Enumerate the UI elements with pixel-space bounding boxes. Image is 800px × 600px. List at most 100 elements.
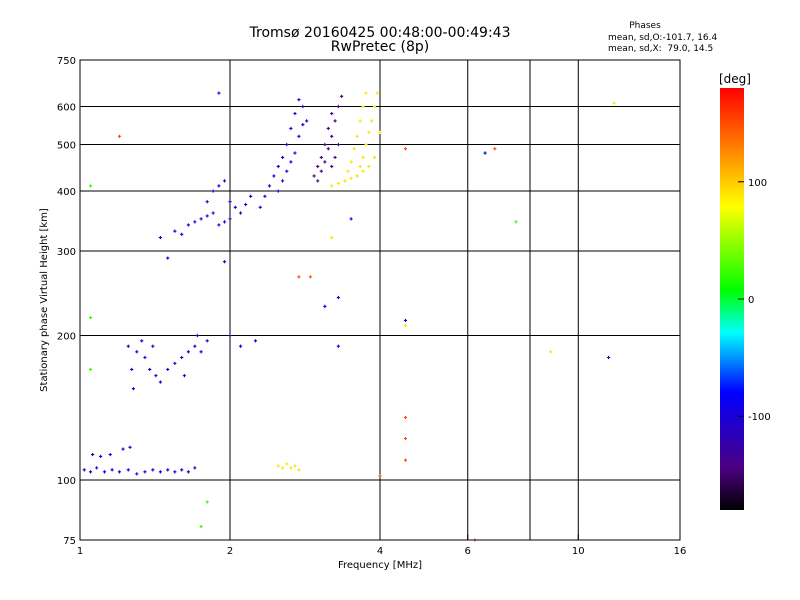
data-point — [323, 160, 327, 164]
data-point — [372, 155, 377, 160]
data-point — [205, 500, 209, 504]
data-point — [143, 355, 147, 360]
data-point — [285, 142, 289, 147]
data-point — [166, 256, 170, 260]
data-point — [199, 350, 203, 354]
data-point — [361, 169, 365, 173]
data-point — [333, 155, 337, 160]
data-point — [289, 160, 293, 164]
data-point — [193, 220, 197, 224]
data-point — [514, 220, 518, 224]
y-tick-label: 200 — [57, 332, 76, 343]
data-point — [375, 91, 379, 95]
data-point — [367, 164, 371, 169]
data-point — [205, 339, 209, 343]
phases-o-stats: mean, sd,O:-101.7, 16.4 — [608, 33, 718, 43]
data-point — [372, 104, 377, 109]
data-point — [249, 194, 253, 198]
data-point — [403, 415, 408, 420]
data-point — [349, 176, 353, 181]
grid-lines — [80, 60, 680, 540]
data-point — [301, 123, 305, 127]
data-point — [323, 304, 327, 308]
data-point — [370, 119, 374, 123]
data-point — [355, 134, 359, 138]
data-point — [205, 214, 209, 218]
data-point — [135, 350, 139, 354]
data-point — [349, 160, 353, 164]
data-point — [88, 367, 93, 372]
x-tick-label: 4 — [377, 546, 383, 557]
data-point — [336, 181, 340, 185]
data-point — [330, 134, 334, 138]
data-point — [367, 130, 371, 134]
phases-heading: Phases — [629, 21, 661, 31]
data-point — [135, 472, 139, 476]
data-point — [364, 142, 368, 147]
data-point — [336, 142, 340, 147]
data-point — [323, 142, 327, 147]
data-point — [297, 275, 301, 279]
data-point — [289, 466, 293, 470]
x-axis-label: Frequency [MHz] — [338, 560, 422, 571]
y-tick-label: 600 — [57, 103, 76, 114]
data-point — [99, 454, 103, 459]
data-point — [102, 470, 107, 474]
data-point — [612, 101, 616, 105]
y-axis-label: Stationary phase Virtual Height [km] — [39, 208, 50, 392]
data-point — [349, 217, 353, 221]
data-point — [293, 464, 297, 468]
data-point — [180, 468, 184, 472]
y-tick-label: 400 — [57, 187, 76, 198]
data-point — [222, 260, 227, 264]
data-point — [378, 474, 382, 478]
data-point — [217, 184, 221, 188]
data-points — [82, 91, 616, 542]
data-point — [263, 194, 267, 198]
data-point — [297, 98, 301, 102]
x-tick-label: 2 — [227, 546, 233, 557]
data-point — [186, 350, 190, 354]
data-point — [289, 126, 293, 131]
data-point — [361, 155, 365, 160]
data-point — [128, 445, 132, 449]
data-point — [358, 119, 362, 123]
data-point — [154, 374, 158, 378]
y-tick-label: 100 — [57, 476, 76, 487]
data-point — [301, 104, 305, 109]
data-point — [238, 344, 243, 348]
data-point — [403, 458, 408, 462]
data-point — [403, 436, 408, 441]
data-point — [126, 468, 130, 472]
x-tick-label: 6 — [465, 546, 471, 557]
data-point — [117, 134, 122, 138]
y-tick-label: 750 — [57, 56, 76, 67]
data-point — [549, 350, 553, 354]
data-point — [211, 211, 215, 215]
data-point — [333, 119, 337, 123]
data-point — [193, 466, 197, 470]
data-point — [316, 179, 320, 183]
data-point — [308, 275, 313, 279]
chart-subtitle: RwPretec (8p) — [330, 39, 430, 55]
data-point — [88, 184, 93, 188]
data-point — [305, 119, 309, 123]
data-point — [330, 111, 334, 116]
data-point — [91, 452, 95, 457]
data-point — [217, 223, 221, 227]
data-point — [211, 189, 215, 193]
phases-x-stats: mean, sd,X: 79.0, 14.5 — [608, 44, 714, 54]
data-point — [336, 295, 340, 300]
data-point — [233, 205, 237, 209]
data-point — [126, 344, 130, 348]
data-point — [280, 466, 285, 470]
data-point — [158, 470, 163, 474]
colorbar-tick-label: 0 — [748, 295, 754, 306]
data-point — [483, 151, 487, 155]
data-point — [272, 174, 276, 178]
data-point — [606, 355, 611, 360]
data-point — [130, 367, 134, 372]
data-point — [182, 374, 186, 378]
data-point — [293, 111, 297, 116]
x-axis-ticks: 1 2 4 6 10 16 — [77, 534, 686, 557]
